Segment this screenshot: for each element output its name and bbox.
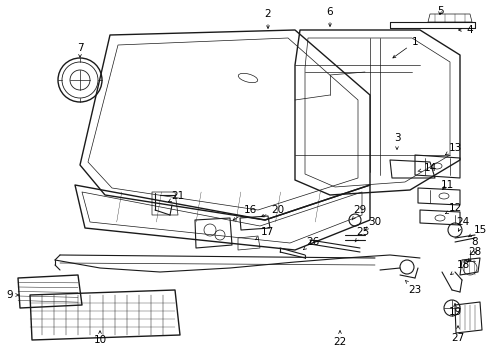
Text: 20: 20 [261,205,284,217]
Text: 3: 3 [393,133,400,149]
Text: 26: 26 [303,237,319,249]
Text: 23: 23 [405,280,421,295]
Text: 9: 9 [7,290,19,300]
Text: 13: 13 [445,143,461,155]
Text: 10: 10 [93,331,106,345]
Text: 11: 11 [440,180,453,190]
Text: 7: 7 [77,43,83,57]
Text: 6: 6 [326,7,333,26]
Text: 18: 18 [450,260,468,275]
Text: 24: 24 [455,217,468,231]
Text: 15: 15 [467,225,486,237]
Text: 1: 1 [392,37,417,58]
Text: 21: 21 [168,191,184,202]
Text: 4: 4 [458,25,472,35]
Text: 27: 27 [450,326,464,343]
Text: 14: 14 [417,163,436,173]
Text: 29: 29 [351,205,366,220]
Text: 25: 25 [354,227,369,242]
Text: 22: 22 [333,331,346,347]
Text: 30: 30 [365,217,381,230]
Text: 2: 2 [264,9,271,28]
Text: 5: 5 [436,6,443,16]
Text: 16: 16 [233,205,256,220]
Text: 8: 8 [471,237,477,253]
Text: 12: 12 [445,203,461,214]
Text: 19: 19 [447,304,461,317]
Text: 17: 17 [255,227,273,240]
Text: 28: 28 [468,247,481,261]
